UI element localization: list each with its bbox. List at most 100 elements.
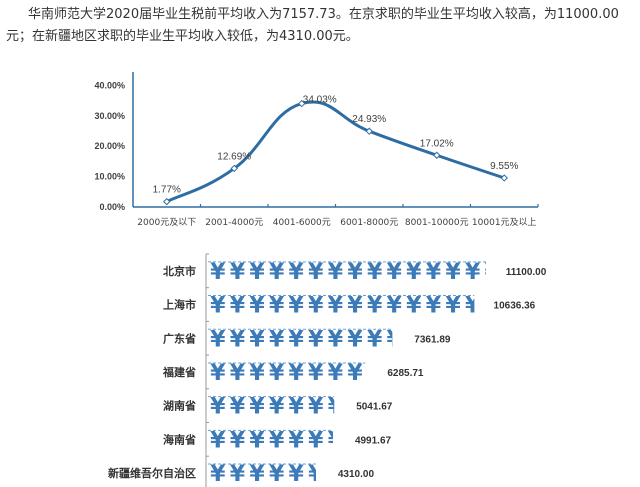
yen-icon: ¥	[406, 294, 422, 319]
data-point-marker	[500, 174, 508, 182]
yen-icon: ¥	[406, 260, 422, 285]
intro-paragraph: 华南师范大学2020届毕业生税前平均收入为7157.73。在京求职的毕业生平均收…	[6, 7, 619, 44]
yen-icon: ¥	[308, 361, 324, 386]
yen-icon: ¥	[367, 260, 383, 285]
yen-icon: ¥	[210, 462, 226, 487]
yen-icon: ¥	[445, 294, 461, 319]
yen-icon: ¥	[367, 361, 383, 386]
pictograph-bar: ¥ ¥ ¥ ¥ ¥ ¥ ¥	[208, 428, 344, 453]
yen-icon: ¥	[230, 395, 246, 420]
yen-icon: ¥	[249, 327, 265, 352]
pictograph-bar: ¥ ¥ ¥ ¥ ¥ ¥ ¥ ¥ ¥ ¥ ¥ ¥ ¥ ¥	[208, 294, 481, 319]
y-tick-label: 30.00%	[94, 111, 125, 121]
province-label: 广东省	[163, 331, 196, 345]
yen-icon: ¥	[328, 260, 344, 285]
yen-icon: ¥	[289, 327, 305, 352]
yen-icon: ¥	[347, 294, 363, 319]
data-label: 1.77%	[153, 185, 181, 196]
yen-icon: ¥	[269, 327, 285, 352]
yen-icon: ¥	[445, 260, 461, 285]
yen-icon: ¥	[210, 260, 226, 285]
yen-icon: ¥	[269, 294, 285, 319]
province-label: 湖南省	[163, 399, 196, 413]
yen-icon: ¥	[210, 428, 226, 453]
yen-icon: ¥	[269, 428, 285, 453]
x-category-label: 6001-8000元	[340, 218, 398, 228]
yen-icon: ¥	[230, 462, 246, 487]
value-label: 10636.36	[494, 301, 536, 312]
yen-icon: ¥	[308, 462, 324, 487]
value-label: 11100.00	[506, 267, 547, 278]
yen-icon: ¥	[485, 260, 501, 285]
yen-icon: ¥	[269, 361, 285, 386]
y-tick-label: 40.00%	[94, 80, 125, 90]
data-point-marker	[365, 127, 373, 135]
yen-icon: ¥	[289, 361, 305, 386]
yen-icon: ¥	[230, 428, 246, 453]
y-tick-label: 0.00%	[99, 202, 125, 212]
x-category-label: 2001-4000元	[205, 218, 263, 228]
y-tick-label: 20.00%	[94, 141, 125, 151]
yen-icon: ¥	[465, 260, 481, 285]
province-label: 海南省	[163, 432, 196, 446]
yen-icon: ¥	[387, 294, 403, 319]
yen-icon: ¥	[289, 428, 305, 453]
value-label: 4991.67	[355, 435, 392, 446]
yen-icon: ¥	[308, 395, 324, 420]
value-label: 5041.67	[356, 402, 393, 413]
yen-icon: ¥	[328, 428, 344, 453]
yen-icon: ¥	[328, 294, 344, 319]
value-label: 6285.71	[387, 368, 424, 379]
yen-icon: ¥	[289, 395, 305, 420]
yen-icon: ¥	[328, 361, 344, 386]
yen-icon: ¥	[426, 294, 442, 319]
yen-icon: ¥	[230, 294, 246, 319]
yen-icon: ¥	[289, 462, 305, 487]
province-label: 新疆维吾尔自治区	[108, 466, 196, 480]
x-category-label: 2000元及以下	[137, 217, 196, 228]
yen-icon: ¥	[230, 260, 246, 285]
pictograph-bar: ¥ ¥ ¥ ¥ ¥ ¥ ¥ ¥ ¥	[208, 361, 383, 386]
province-label: 上海市	[163, 298, 196, 312]
yen-icon: ¥	[210, 294, 226, 319]
yen-icon: ¥	[269, 260, 285, 285]
province-label: 北京市	[163, 264, 196, 278]
yen-icon: ¥	[426, 260, 442, 285]
pictograph-bar: ¥ ¥ ¥ ¥ ¥ ¥ ¥ ¥ ¥ ¥	[208, 327, 403, 352]
x-category-label: 10001元及以上	[472, 217, 537, 228]
income-line	[165, 100, 506, 204]
data-point-marker	[163, 197, 171, 206]
yen-icon: ¥	[465, 294, 481, 319]
yen-icon: ¥	[328, 395, 344, 420]
yen-icon: ¥	[210, 361, 226, 386]
data-point-marker	[433, 151, 441, 159]
yen-icon: ¥	[347, 361, 363, 386]
yen-icon: ¥	[308, 294, 324, 319]
province-label: 福建省	[162, 365, 196, 379]
yen-icon: ¥	[387, 327, 403, 352]
pictograph-bar: ¥ ¥ ¥ ¥ ¥ ¥	[208, 462, 324, 487]
pictograph-bar: ¥ ¥ ¥ ¥ ¥ ¥ ¥	[208, 395, 344, 420]
data-label: 9.55%	[490, 161, 518, 172]
yen-icon: ¥	[328, 327, 344, 352]
yen-icon: ¥	[308, 260, 324, 285]
data-label: 34.03%	[303, 95, 337, 106]
yen-icon: ¥	[230, 361, 246, 386]
yen-icon: ¥	[308, 327, 324, 352]
yen-icon: ¥	[347, 327, 363, 352]
yen-icon: ¥	[210, 327, 226, 352]
data-label: 24.93%	[352, 114, 386, 125]
value-label: 4310.00	[338, 469, 375, 480]
yen-icon: ¥	[269, 462, 285, 487]
yen-icon: ¥	[249, 395, 265, 420]
yen-icon: ¥	[289, 260, 305, 285]
data-label: 12.69%	[217, 151, 251, 162]
yen-icon: ¥	[249, 462, 265, 487]
yen-icon: ¥	[367, 327, 383, 352]
yen-icon: ¥	[387, 260, 403, 285]
pictograph-bar: ¥ ¥ ¥ ¥ ¥ ¥ ¥ ¥ ¥ ¥ ¥ ¥ ¥ ¥ ¥	[208, 260, 501, 285]
data-point-marker	[298, 99, 306, 108]
yen-icon: ¥	[249, 361, 265, 386]
x-category-label: 8001-10000元	[405, 218, 469, 228]
